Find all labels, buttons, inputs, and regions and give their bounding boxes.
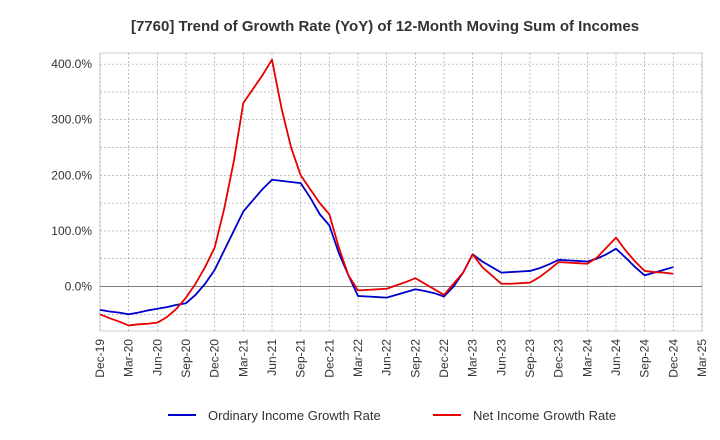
legend: Ordinary Income Growth Rate Net Income G…: [168, 408, 616, 423]
y-tick-label: 200.0%: [51, 168, 92, 182]
x-tick-label: Jun-21: [265, 339, 279, 376]
x-tick-label: Sep-22: [408, 339, 422, 378]
x-tick-label: Dec-23: [552, 339, 566, 378]
x-tick-label: Mar-22: [351, 339, 365, 377]
legend-label-net-income: Net Income Growth Rate: [473, 408, 616, 423]
plot-area: [99, 52, 703, 332]
series-line-0: [99, 178, 674, 316]
x-tick-label: Jun-22: [380, 339, 394, 376]
series-lines: [99, 58, 674, 327]
x-tick-label: Sep-20: [179, 339, 193, 378]
x-tick-label: Mar-23: [466, 339, 480, 377]
x-tick-label: Jun-23: [494, 339, 508, 376]
series-line-1: [99, 58, 674, 327]
y-tick-label: 100.0%: [51, 224, 92, 238]
y-tick-label: 300.0%: [51, 113, 92, 127]
x-tick-label: Mar-20: [122, 339, 136, 377]
chart-title: [7760] Trend of Growth Rate (YoY) of 12-…: [131, 18, 639, 35]
x-tick-label: Mar-25: [695, 339, 709, 377]
y-axis-tick-labels: 0.0% 100.0% 200.0% 300.0% 400.0%: [51, 57, 92, 293]
x-tick-label: Sep-21: [294, 339, 308, 378]
y-tick-label: 0.0%: [65, 280, 93, 294]
x-axis-tick-labels: Dec-19 Mar-20 Jun-20 Sep-20 Dec-20 Mar-21 Jun-…: [93, 339, 709, 378]
x-tick-label: Dec-19: [93, 339, 107, 378]
x-tick-label: Dec-21: [322, 339, 336, 378]
x-tick-label: Dec-20: [208, 339, 222, 378]
grid-lines: [99, 53, 703, 331]
x-tick-label: Jun-24: [609, 339, 623, 376]
x-tick-label: Dec-22: [437, 339, 451, 378]
y-tick-label: 400.0%: [51, 57, 92, 71]
x-tick-label: Dec-24: [666, 339, 680, 378]
x-tick-label: Sep-24: [638, 339, 652, 378]
legend-label-ordinary-income: Ordinary Income Growth Rate: [208, 408, 381, 423]
x-tick-label: Jun-20: [150, 339, 164, 376]
x-tick-label: Mar-24: [580, 339, 594, 377]
x-tick-label: Mar-21: [236, 339, 250, 377]
x-tick-label: Sep-23: [523, 339, 537, 378]
